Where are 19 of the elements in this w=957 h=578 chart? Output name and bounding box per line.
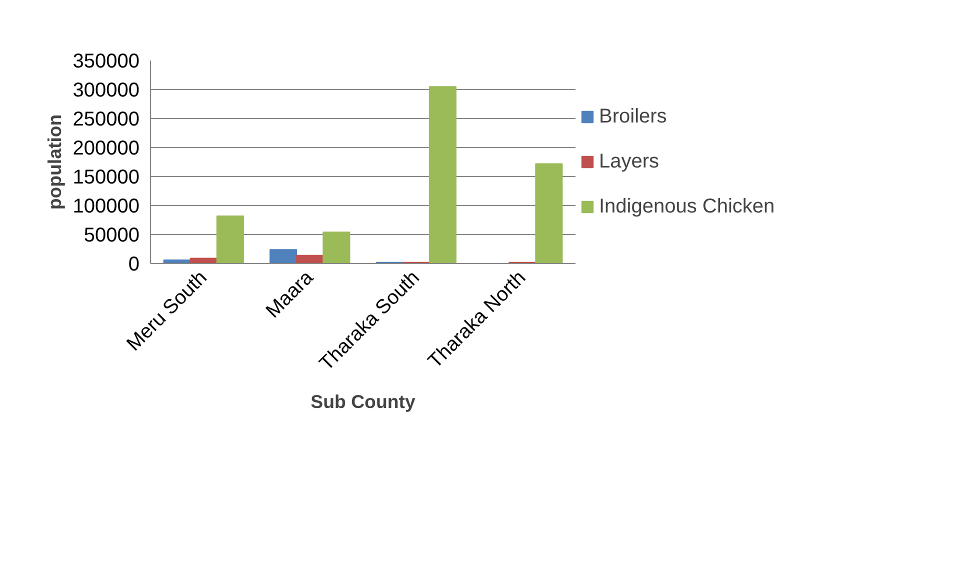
- bar: [535, 163, 563, 264]
- y-tick-label: 250000: [72, 108, 140, 130]
- legend-label: Indigenous Chicken: [599, 195, 775, 218]
- y-tick-label: 50000: [84, 224, 140, 246]
- legend-label: Layers: [599, 150, 660, 173]
- bar: [216, 215, 244, 264]
- y-tick-label: 0: [128, 254, 140, 276]
- bar: [296, 254, 324, 264]
- y-axis-title: population: [44, 114, 65, 210]
- y-tick-label: 150000: [72, 166, 140, 188]
- y-tick-label: 300000: [72, 80, 140, 102]
- y-tick-label: 100000: [72, 196, 140, 218]
- bar: [270, 249, 298, 264]
- y-tick-label: 350000: [72, 50, 140, 72]
- bar: [428, 86, 456, 264]
- bar: [322, 232, 350, 264]
- x-axis-title: Sub County: [310, 390, 416, 412]
- legend-label: Broilers: [599, 105, 667, 128]
- y-tick-label: 200000: [72, 138, 140, 160]
